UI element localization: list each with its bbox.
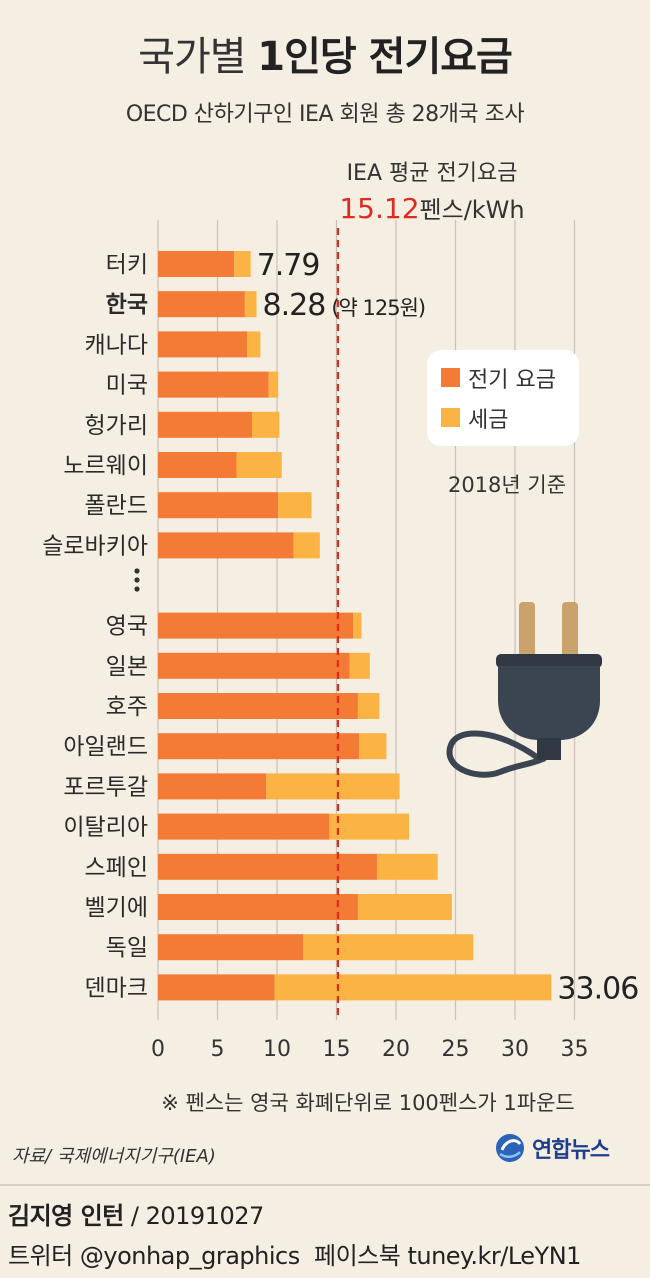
tick-label: 35 <box>561 1037 589 1062</box>
bar-tax-이탈리아 <box>329 813 410 840</box>
legend-swatch-tax <box>441 408 460 427</box>
bar-tax-터키 <box>234 251 251 277</box>
legend-label-tax: 세금 <box>468 408 508 433</box>
bar-tax-캐나다 <box>247 331 261 358</box>
legend-swatch-electricity <box>441 368 460 387</box>
power-plug-icon <box>446 602 602 778</box>
bar-tax-독일 <box>303 934 474 961</box>
author: 김지영 인턴 <box>8 1202 124 1230</box>
bar-tax-호주 <box>357 693 380 719</box>
category-label: 이탈리아 <box>63 815 148 841</box>
category-label: 벨기에 <box>85 895 148 921</box>
bar-electricity-미국 <box>158 371 269 398</box>
footer-divider <box>0 1184 650 1186</box>
bar-electricity-포르투갈 <box>158 773 267 800</box>
twitter-handle: 트위터 @yonhap_graphics <box>8 1242 300 1270</box>
legend: 전기 요금 세금 <box>427 350 579 446</box>
category-label: 영국 <box>106 614 148 640</box>
yonhap-globe-icon <box>496 1134 524 1162</box>
category-label: 스페인 <box>85 855 148 881</box>
category-label: 미국 <box>106 373 148 399</box>
bar-electricity-영국 <box>158 612 354 639</box>
tick-label: 15 <box>323 1037 351 1062</box>
bar-electricity-덴마크 <box>158 974 275 1001</box>
category-label: 한국 <box>106 292 148 318</box>
bar-electricity-캐나다 <box>158 331 248 358</box>
average-value: 15.12 <box>339 192 419 225</box>
bar-tax-포르투갈 <box>266 773 400 800</box>
average-unit: 펜스/kWh <box>420 196 525 224</box>
data-label-value: 8.28 <box>263 288 326 323</box>
bar-electricity-호주 <box>158 693 358 719</box>
bar-tax-한국 <box>244 291 257 318</box>
tick-label: 30 <box>501 1037 529 1062</box>
tick-label: 10 <box>263 1037 291 1062</box>
agency-logo: 연합뉴스 <box>494 1132 610 1164</box>
data-label-value: 7.79 <box>257 248 320 283</box>
bar-electricity-노르웨이 <box>158 452 237 478</box>
category-label: 폴란드 <box>85 493 148 519</box>
legend-box <box>427 350 579 446</box>
bar-tax-노르웨이 <box>236 452 282 478</box>
bar-electricity-일본 <box>158 652 350 679</box>
bar-chart: 터키한국캐나다미국헝가리노르웨이폴란드슬로바키아영국일본호주아일랜드포르투갈이탈… <box>42 161 639 1115</box>
bar-tax-일본 <box>349 652 370 679</box>
category-label: 호주 <box>106 694 148 720</box>
bar-electricity-스페인 <box>158 853 377 880</box>
vertical-ellipsis-icon <box>134 568 140 592</box>
bar-electricity-이탈리아 <box>158 813 330 840</box>
category-label: 슬로바키아 <box>42 533 148 559</box>
bar-tax-슬로바키아 <box>293 532 320 559</box>
facebook-link: 페이스북 tuney.kr/LeYN1 <box>314 1242 581 1270</box>
bar-tax-벨기에 <box>357 894 452 920</box>
footnote: ※ 펜스는 영국 화폐단위로 100펜스가 1파운드 <box>161 1091 575 1115</box>
category-label: 덴마크 <box>85 975 148 1001</box>
category-label: 헝가리 <box>85 413 148 439</box>
average-label: IEA 평균 전기요금 <box>347 161 518 186</box>
bar-electricity-폴란드 <box>158 492 279 519</box>
bar-tax-헝가리 <box>252 411 280 438</box>
category-label: 포르투갈 <box>63 774 148 800</box>
data-label-value: 33.06 <box>557 971 638 1006</box>
tick-label: 0 <box>151 1037 165 1062</box>
byline-author-line: 김지영 인턴 / 20191027 <box>8 1196 264 1231</box>
bar-electricity-벨기에 <box>158 894 358 920</box>
bar-electricity-아일랜드 <box>158 733 360 760</box>
bar-tax-스페인 <box>376 853 438 880</box>
chart-title: 국가별 1인당 전기요금 <box>0 24 650 82</box>
bar-tax-영국 <box>353 612 362 639</box>
legend-label-electricity: 전기 요금 <box>468 368 556 393</box>
base-year-note: 2018년 기준 <box>448 473 566 497</box>
category-label: 일본 <box>106 654 148 680</box>
bar-tax-미국 <box>268 371 279 398</box>
data-label: 33.06 <box>557 971 638 1006</box>
bar-tax-덴마크 <box>274 974 552 1001</box>
bar-electricity-한국 <box>158 291 245 318</box>
category-label: 캐나다 <box>85 332 148 358</box>
data-label-extra: (약 125원) <box>331 296 425 320</box>
data-label: 8.28 (약 125원) <box>263 288 426 323</box>
data-label: 7.79 <box>257 248 320 283</box>
bar-electricity-터키 <box>158 251 235 277</box>
chart-subtitle: OECD 산하기구인 IEA 회원 총 28개국 조사 <box>125 102 525 127</box>
bar-tax-아일랜드 <box>359 733 387 760</box>
title-bold: 1인당 전기요금 <box>257 34 513 80</box>
date: / 20191027 <box>130 1202 264 1230</box>
category-label: 아일랜드 <box>63 734 148 760</box>
agency-name: 연합뉴스 <box>532 1138 610 1163</box>
bar-electricity-헝가리 <box>158 411 253 438</box>
bar-electricity-독일 <box>158 934 304 961</box>
average-value-line: 15.12펜스/kWh <box>339 192 524 225</box>
tick-label: 5 <box>211 1037 225 1062</box>
bar-electricity-슬로바키아 <box>158 532 294 559</box>
tick-label: 20 <box>382 1037 410 1062</box>
bar-tax-폴란드 <box>278 492 312 519</box>
category-label: 터키 <box>106 252 148 278</box>
title-light: 국가별 <box>138 34 246 80</box>
category-label: 노르웨이 <box>63 453 148 479</box>
tick-label: 25 <box>442 1037 470 1062</box>
byline-social-line: 트위터 @yonhap_graphics 페이스북 tuney.kr/LeYN1 <box>8 1236 581 1271</box>
source-note: 자료/ 국제에너지기구(IEA) <box>12 1146 216 1167</box>
category-label: 독일 <box>106 935 148 961</box>
